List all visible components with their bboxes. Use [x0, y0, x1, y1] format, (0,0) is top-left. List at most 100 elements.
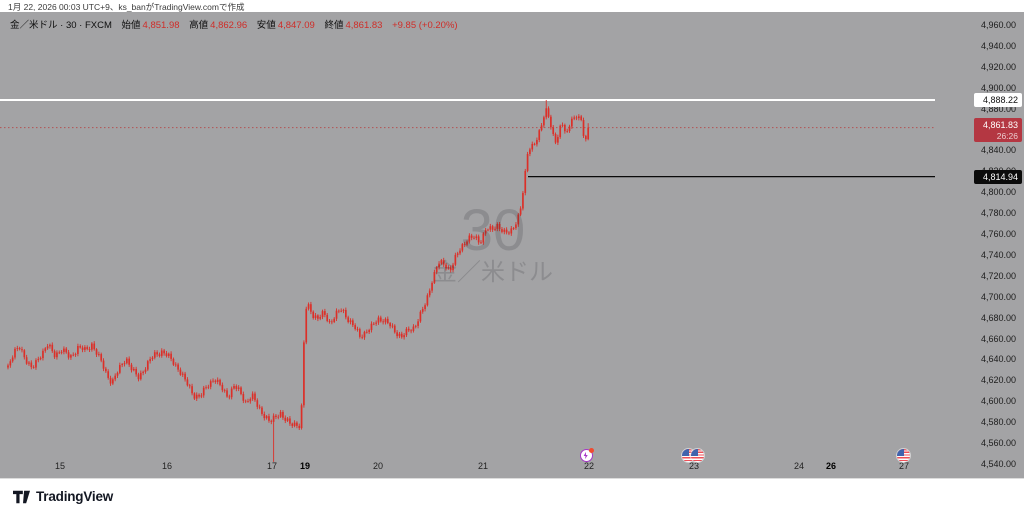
price-tick: 4,560.00 — [980, 438, 1016, 449]
candle-body — [265, 416, 268, 419]
candle-body — [501, 229, 503, 232]
candle-body — [400, 333, 403, 338]
candle-body — [543, 117, 545, 126]
candle-body — [118, 365, 121, 373]
candle-body — [547, 108, 550, 117]
candle-body — [289, 418, 291, 424]
candle-body — [559, 125, 562, 138]
candle-body — [14, 348, 16, 358]
candle-body — [249, 399, 252, 402]
candle-body — [16, 348, 19, 349]
candle-body — [93, 343, 96, 350]
candle-body — [328, 321, 331, 322]
us-flag-canton — [681, 449, 689, 456]
candle-body — [195, 394, 198, 399]
price-tick: 4,840.00 — [980, 145, 1016, 156]
candle-body — [358, 329, 361, 337]
candle-body — [557, 137, 559, 143]
economic-event-bolt-icon[interactable] — [579, 448, 594, 462]
candle-body — [403, 335, 405, 338]
low-label: 安値 — [256, 20, 276, 31]
candle-body — [526, 154, 529, 171]
candle-body — [512, 228, 515, 229]
candle-body — [431, 282, 433, 291]
candle-body — [310, 304, 312, 312]
candle-body — [564, 124, 566, 132]
candle-body — [240, 387, 242, 395]
candle-body — [466, 241, 468, 245]
bolt-icon — [583, 451, 588, 459]
candle-body — [58, 352, 61, 354]
candle-body — [533, 143, 536, 145]
candle-body — [84, 347, 86, 350]
candle-body — [463, 244, 466, 245]
tradingview-logo-icon — [13, 490, 30, 503]
candle-body — [456, 253, 459, 255]
time-tick: 27 — [898, 461, 910, 471]
tradingview-logo[interactable]: TradingView — [13, 489, 113, 504]
candle-body — [149, 359, 151, 362]
candlestick-chart[interactable] — [0, 12, 1024, 478]
candle-body — [426, 295, 429, 306]
price-tick: 4,640.00 — [980, 354, 1016, 365]
candle-body — [191, 386, 193, 394]
time-tick: 17 — [266, 461, 278, 471]
candle-body — [282, 411, 284, 418]
candle-body — [293, 422, 296, 426]
price-label-high: 4,888.22 — [974, 93, 1022, 108]
us-economic-event-icon[interactable] — [690, 449, 704, 462]
candle-body — [480, 242, 482, 244]
candle-body — [515, 224, 517, 229]
time-tick: 21 — [477, 461, 489, 471]
high-value: 4,862.96 — [210, 20, 248, 31]
bar-countdown: 26:26 — [996, 130, 1018, 141]
candle-body — [580, 116, 583, 120]
candle-body — [277, 416, 280, 418]
attribution-bar: 1月 22, 2026 00:03 UTC+9、ks_banがTradingVi… — [0, 0, 1024, 12]
candle-body — [132, 368, 135, 371]
candle-body — [74, 354, 77, 355]
candle-body — [98, 354, 100, 355]
candle-body — [270, 420, 273, 422]
candle-body — [531, 143, 534, 150]
candle-body — [536, 139, 538, 145]
candle-body — [188, 385, 191, 387]
candle-body — [389, 323, 391, 327]
candle-body — [428, 290, 431, 296]
candle-body — [550, 116, 552, 128]
candle-body — [86, 347, 89, 350]
candle-body — [181, 373, 184, 375]
candle-body — [473, 237, 475, 239]
candle-body — [198, 394, 200, 397]
candle-body — [107, 371, 110, 378]
candle-body — [508, 232, 510, 234]
candle-body — [242, 394, 245, 401]
candle-body — [424, 305, 426, 310]
candle-body — [382, 321, 384, 323]
us-economic-event-icon[interactable] — [896, 449, 910, 462]
candle-body — [37, 358, 40, 361]
chart-area[interactable]: 30 金／米ドル 金／米ドル · 30 · FXCM 始値 4,851.98 高値… — [0, 12, 1024, 478]
change-value: +9.85 (+0.20%) — [392, 20, 458, 31]
candle-body — [419, 311, 422, 322]
candle-body — [489, 226, 492, 230]
candle-body — [184, 373, 186, 380]
attribution-text: 1月 22, 2026 00:03 UTC+9、ks_banがTradingVi… — [8, 2, 245, 12]
candle-body — [286, 418, 289, 421]
candle-body — [459, 250, 461, 254]
candle-body — [79, 346, 82, 348]
candle-body — [214, 380, 217, 382]
candle-body — [77, 346, 79, 355]
candle-body — [522, 192, 524, 209]
price-tick: 4,760.00 — [980, 229, 1016, 240]
candle-body — [128, 358, 131, 365]
candle-body — [91, 343, 93, 350]
symbol-legend[interactable]: 金／米ドル · 30 · FXCM 始値 4,851.98 高値 4,862.96 … — [10, 17, 460, 31]
candle-body — [449, 267, 452, 271]
candle-body — [393, 325, 396, 333]
candle-body — [491, 226, 494, 230]
candle-body — [447, 267, 450, 269]
candle-body — [321, 311, 324, 318]
candle-body — [421, 309, 424, 312]
candle-body — [35, 360, 37, 368]
